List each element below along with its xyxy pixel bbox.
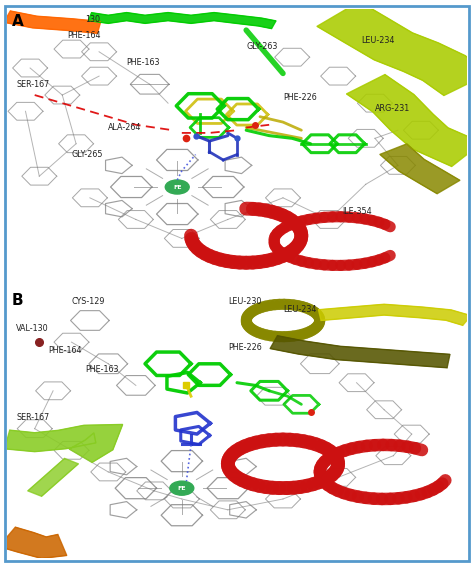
Text: VAL-130: VAL-130 xyxy=(16,324,49,333)
Circle shape xyxy=(165,180,189,194)
Text: GLY-263: GLY-263 xyxy=(246,42,278,51)
Text: PHE-163: PHE-163 xyxy=(85,365,119,374)
Polygon shape xyxy=(0,527,67,558)
Polygon shape xyxy=(4,425,123,463)
Text: PHE-164: PHE-164 xyxy=(48,346,82,355)
Circle shape xyxy=(170,481,194,495)
Polygon shape xyxy=(346,74,474,167)
Text: SER-167: SER-167 xyxy=(16,413,50,422)
Polygon shape xyxy=(88,12,276,28)
Text: A: A xyxy=(12,14,23,29)
Text: LEU-234: LEU-234 xyxy=(361,36,394,45)
Text: ILE-354: ILE-354 xyxy=(343,207,373,216)
Text: FE: FE xyxy=(173,184,182,189)
Text: FE: FE xyxy=(178,486,186,490)
Text: B: B xyxy=(12,294,23,308)
Text: LEU-230: LEU-230 xyxy=(228,297,261,306)
Text: LEU-234: LEU-234 xyxy=(283,305,316,314)
Polygon shape xyxy=(4,11,101,33)
Text: CYS-129: CYS-129 xyxy=(72,297,105,306)
Text: ARG-231: ARG-231 xyxy=(375,104,410,113)
Polygon shape xyxy=(28,459,78,496)
Text: 130: 130 xyxy=(85,15,100,24)
Text: PHE-226: PHE-226 xyxy=(228,343,262,352)
Text: PHE-164: PHE-164 xyxy=(67,31,100,40)
Text: PHE-226: PHE-226 xyxy=(283,93,317,102)
Polygon shape xyxy=(319,304,471,325)
Text: ALA-264: ALA-264 xyxy=(108,123,142,132)
Text: PHE-163: PHE-163 xyxy=(127,58,160,67)
Polygon shape xyxy=(270,336,450,368)
Text: GLY-265: GLY-265 xyxy=(72,150,103,159)
Text: SER-167: SER-167 xyxy=(16,80,50,88)
Polygon shape xyxy=(317,2,474,95)
Polygon shape xyxy=(380,144,460,194)
